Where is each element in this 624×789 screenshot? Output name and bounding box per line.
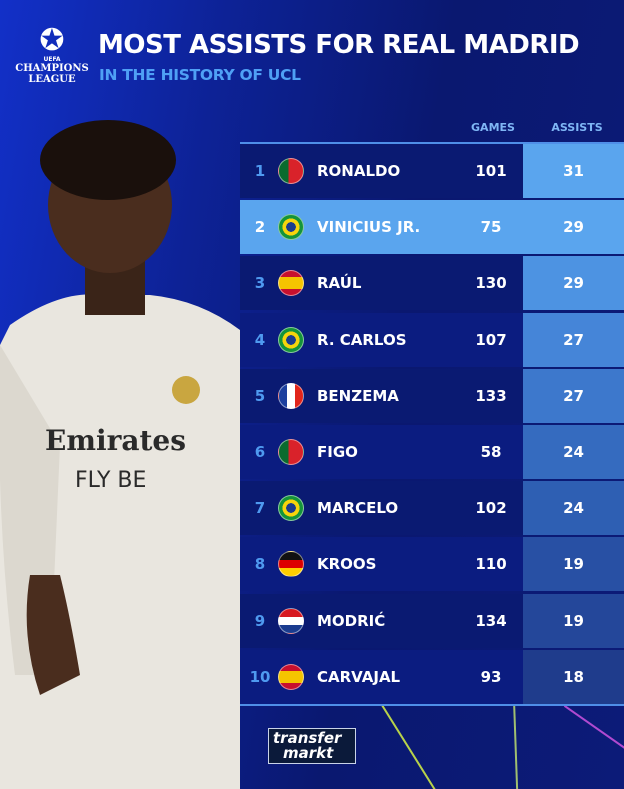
- table-bottom-divider: [240, 703, 624, 706]
- flag-portugal-icon: [278, 438, 304, 465]
- decor-streak: [563, 705, 624, 759]
- table-row: 6 FIGO 58 24: [240, 424, 624, 479]
- rank: 4: [254, 330, 266, 349]
- page-subtitle: IN THE HISTORY OF UCL: [99, 66, 301, 84]
- assists-value: 31: [523, 144, 624, 198]
- player-name: R. CARLOS: [317, 330, 407, 349]
- decor-streak: [378, 700, 444, 789]
- flag-portugal-icon: [278, 158, 304, 184]
- assists-value: 29: [523, 256, 624, 311]
- games-value: 58: [480, 442, 502, 461]
- flag-france-icon: [278, 382, 304, 409]
- assists-value: 27: [523, 312, 624, 367]
- column-header-games: GAMES: [471, 121, 515, 134]
- logo-line2: LEAGUE: [28, 74, 76, 85]
- assists-value: 24: [523, 424, 624, 479]
- assists-value: 19: [523, 537, 624, 592]
- logo-line1: CHAMPIONS: [15, 63, 89, 74]
- starball-icon: ✪: [39, 23, 65, 58]
- column-header-assists: ASSISTS: [551, 121, 603, 134]
- assists-value: 19: [523, 593, 624, 648]
- table-row: 10 CARVAJAL 93 18: [240, 649, 624, 704]
- shirt-sponsor: Emirates: [45, 424, 186, 457]
- decor-streak: [513, 700, 519, 789]
- assists-value: 27: [523, 368, 624, 423]
- rank: 7: [254, 499, 266, 518]
- player-name: RAÚL: [317, 274, 362, 293]
- games-value: 102: [475, 499, 507, 518]
- rank: 6: [254, 442, 266, 461]
- games-value: 101: [475, 162, 507, 180]
- table-row: 4 R. CARLOS 107 27: [240, 312, 624, 367]
- rank: 10: [249, 667, 271, 686]
- flag-spain-icon: [278, 663, 304, 690]
- flag-croatia-icon: [278, 607, 304, 634]
- assists-value: 24: [523, 481, 624, 536]
- player-name: KROOS: [317, 555, 377, 574]
- games-value: 134: [475, 611, 507, 630]
- rank: 1: [254, 162, 266, 180]
- table-row: 5 BENZEMA 133 27: [240, 368, 624, 423]
- games-value: 133: [475, 386, 507, 405]
- games-value: 130: [475, 274, 507, 293]
- rank: 9: [254, 611, 266, 630]
- player-name: FIGO: [317, 442, 358, 461]
- player-name: VINICIUS JR.: [317, 218, 421, 237]
- transfermarkt-logo: transfer markt: [268, 728, 356, 764]
- player-name: MARCELO: [317, 499, 399, 518]
- player-name: BENZEMA: [317, 386, 399, 405]
- flag-spain-icon: [278, 270, 304, 297]
- rank: 5: [254, 386, 266, 405]
- table-row: 9 MODRIĆ 134 19: [240, 593, 624, 648]
- assists-table: 1 RONALDO 101 31 2 VINICIUS JR. 75 29 3 RA…: [240, 142, 624, 706]
- table-row: 8 KROOS 110 19: [240, 537, 624, 592]
- flag-brazil-icon: [278, 495, 304, 522]
- brand-line1: transfer: [273, 729, 342, 747]
- assists-value: 18: [523, 649, 624, 704]
- player-photo: Emirates FLY BE: [0, 120, 240, 789]
- games-value: 110: [475, 555, 507, 574]
- games-value: 75: [480, 218, 502, 237]
- champions-league-logo: ✪ UEFA CHAMPIONS LEAGUE: [14, 23, 90, 86]
- games-value: 107: [475, 330, 507, 349]
- table-row: 1 RONALDO 101 31: [240, 144, 624, 198]
- assists-value: 29: [523, 200, 624, 255]
- flag-brazil-icon: [278, 326, 304, 353]
- player-name: CARVAJAL: [317, 667, 401, 686]
- rank: 3: [254, 274, 266, 293]
- brand-line2: markt: [283, 744, 334, 762]
- table-row: 7 MARCELO 102 24: [240, 481, 624, 536]
- rank: 2: [254, 218, 266, 237]
- logo-org: UEFA: [43, 56, 61, 63]
- games-value: 93: [480, 667, 502, 686]
- table-row: 2 VINICIUS JR. 75 29: [240, 200, 624, 255]
- rank: 8: [254, 555, 266, 574]
- shirt-sponsor-line2: FLY BE: [75, 468, 146, 493]
- flag-brazil-icon: [278, 214, 304, 241]
- flag-germany-icon: [278, 551, 304, 578]
- player-name: RONALDO: [317, 162, 401, 180]
- page-title: MOST ASSISTS FOR REAL MADRID: [98, 30, 580, 60]
- table-row: 3 RAÚL 130 29: [240, 256, 624, 311]
- player-name: MODRIĆ: [317, 611, 386, 630]
